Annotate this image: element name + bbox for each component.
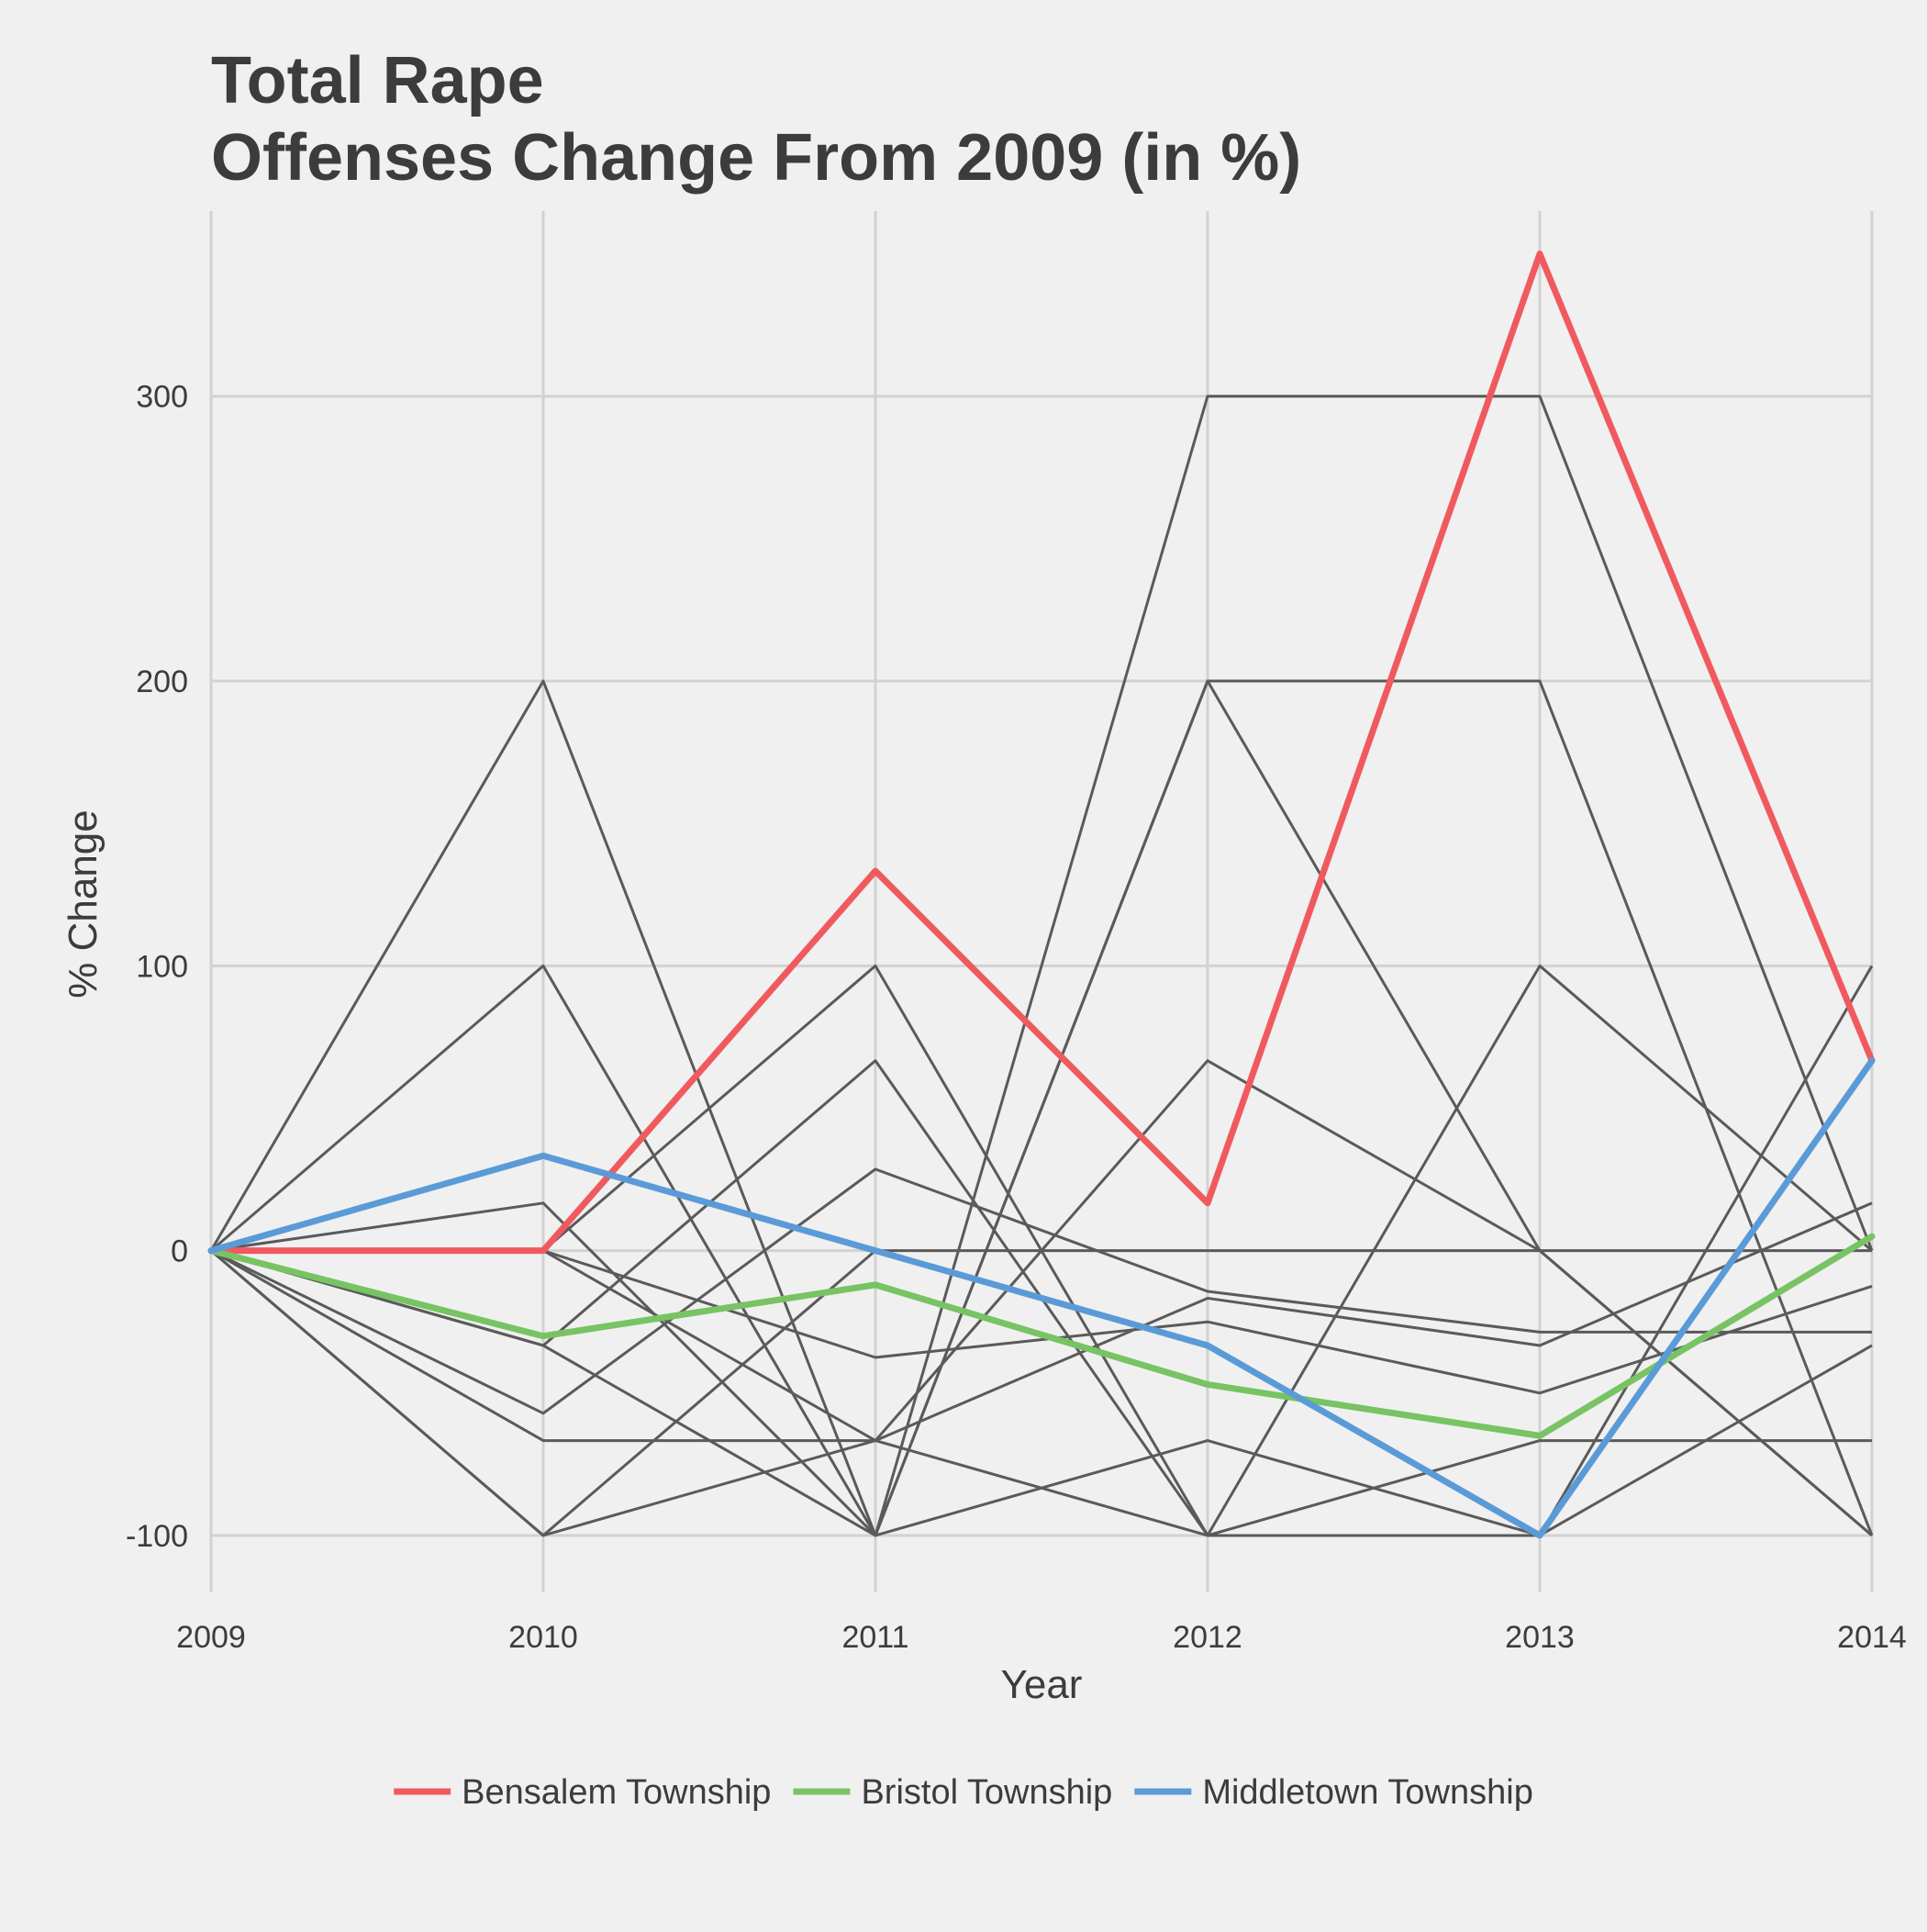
x-tick-label: 2012 bbox=[1173, 1620, 1242, 1655]
background-series-line-1 bbox=[209, 395, 1874, 1537]
x-axis-title: Year bbox=[1001, 1662, 1083, 1707]
x-tick-label: 2013 bbox=[1505, 1620, 1575, 1655]
legend-label-middletown-township: Middletown Township bbox=[1202, 1773, 1533, 1812]
y-tick-label: 0 bbox=[171, 1234, 188, 1269]
chart-title: Total Rape bbox=[211, 44, 544, 117]
x-axis-ticks: 2009 2010 2011 2012 2013 2014 bbox=[176, 1620, 1907, 1655]
x-tick-label: 2010 bbox=[508, 1620, 578, 1655]
y-tick-label: 300 bbox=[136, 380, 188, 415]
legend-label-bristol-township: Bristol Township bbox=[861, 1773, 1112, 1812]
background-series-group bbox=[209, 395, 1874, 1537]
legend: Bensalem Township Bristol Township Middlet… bbox=[394, 1773, 1533, 1812]
y-axis-ticks: -100 0 100 200 300 bbox=[126, 380, 188, 1554]
y-axis-title: % Change bbox=[61, 810, 106, 998]
background-series-line-7 bbox=[210, 1167, 1872, 1415]
x-tick-label: 2009 bbox=[176, 1620, 246, 1655]
x-tick-label: 2011 bbox=[841, 1620, 908, 1655]
x-tick-label: 2014 bbox=[1837, 1620, 1907, 1655]
series-line-bensalem-township bbox=[207, 251, 1876, 1255]
chart-subtitle: Offenses Change From 2009 (in %) bbox=[211, 121, 1301, 195]
y-tick-label: -100 bbox=[126, 1519, 188, 1554]
y-tick-label: 200 bbox=[136, 664, 188, 699]
background-series-line-12 bbox=[210, 1249, 1872, 1537]
series-line-bristol-township bbox=[207, 1233, 1876, 1439]
background-series-line-8 bbox=[210, 1059, 1873, 1537]
series-line-middletown-township bbox=[207, 1057, 1876, 1539]
legend-label-bensalem-township: Bensalem Township bbox=[462, 1773, 771, 1812]
highlighted-series-group bbox=[207, 251, 1876, 1539]
y-tick-label: 100 bbox=[136, 949, 188, 984]
